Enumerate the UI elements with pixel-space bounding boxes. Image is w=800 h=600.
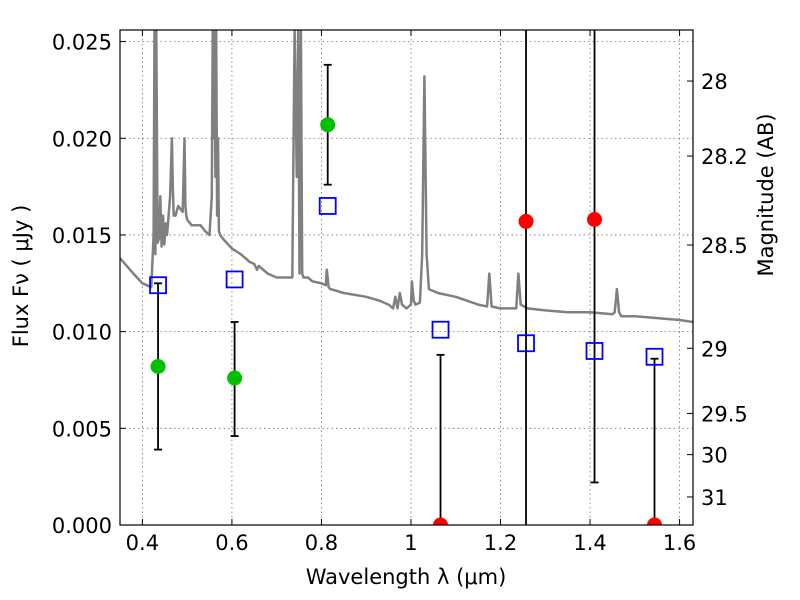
model-band-square — [149, 276, 167, 295]
model-spectrum-line — [120, 30, 693, 324]
detection-point — [320, 117, 336, 133]
magnitude-tick-label: 29 — [701, 337, 728, 361]
x-tick-label: 0.4 — [126, 531, 159, 555]
y-tick-label: 0.025 — [52, 31, 112, 55]
magnitude-tick-label: 29.5 — [701, 402, 748, 426]
model-band-square — [645, 347, 664, 366]
x-tick-label: 1 — [404, 531, 417, 555]
y-tick-label: 0.000 — [52, 514, 112, 538]
magnitude-tick-label: 31 — [701, 486, 728, 510]
data-layer — [120, 30, 693, 525]
right-y-axis-label: Magnitude (AB) — [754, 113, 778, 276]
x-tick-label: 1.2 — [484, 531, 517, 555]
non-detection-point — [433, 517, 449, 525]
x-tick-label: 1.4 — [573, 531, 606, 555]
x-tick-label: 1.6 — [663, 531, 696, 555]
model-band-square — [517, 334, 535, 353]
magnitude-tick-label: 28.2 — [701, 145, 748, 169]
x-axis-label: Wavelength λ (μm) — [306, 565, 507, 589]
model-band-square — [431, 320, 450, 339]
non-detection-point — [647, 517, 662, 525]
non-detection-point — [518, 213, 534, 229]
magnitude-tick-label: 28.5 — [701, 234, 748, 258]
detection-point — [150, 358, 166, 374]
model-band-square — [318, 197, 337, 215]
y-tick-label: 0.020 — [52, 127, 112, 151]
y-tick-label: 0.005 — [52, 417, 112, 441]
detection-point — [227, 370, 243, 386]
plot-frame — [119, 29, 694, 526]
magnitude-tick-label: 28 — [701, 70, 728, 94]
y-tick-label: 0.015 — [52, 224, 112, 248]
y-axis-label: Flux Fν ( μJy ) — [9, 205, 33, 348]
model-band-square — [585, 342, 604, 360]
model-band-square — [225, 270, 244, 289]
magnitude-tick-label: 30 — [701, 444, 728, 468]
y-tick-label: 0.010 — [52, 321, 112, 345]
x-tick-label: 0.8 — [305, 531, 338, 555]
axis-ticks: 0.4 0.6 0.8 1 1.2 1.4 1.6 0.000 0.005 0.010 0.015 0… — [52, 30, 748, 555]
x-tick-label: 0.6 — [215, 531, 248, 555]
non-detection-point — [587, 211, 603, 227]
